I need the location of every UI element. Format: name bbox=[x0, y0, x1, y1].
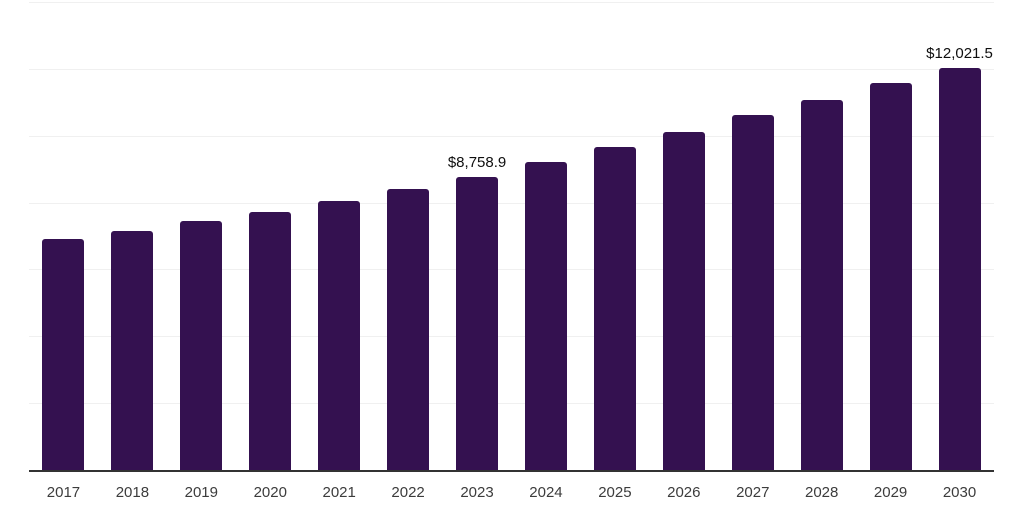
x-tick-label-2019: 2019 bbox=[184, 484, 218, 501]
gridline bbox=[29, 269, 994, 271]
x-tick-label-2022: 2022 bbox=[391, 484, 425, 501]
x-tick-label-2023: 2023 bbox=[460, 484, 494, 501]
x-tick-label-2030: 2030 bbox=[942, 484, 977, 501]
x-tick-label-2026: 2026 bbox=[667, 484, 701, 501]
bar-2025 bbox=[593, 147, 636, 470]
gridline bbox=[29, 68, 994, 70]
x-axis-line bbox=[29, 470, 994, 472]
bar-2023 bbox=[456, 177, 499, 470]
x-tick-label-2018: 2018 bbox=[115, 484, 150, 501]
x-tick-label-2029: 2029 bbox=[873, 484, 908, 501]
gridline bbox=[29, 202, 994, 204]
bar-2027 bbox=[731, 115, 774, 470]
gridline bbox=[29, 403, 994, 405]
gridline bbox=[29, 135, 994, 137]
x-tick-label-2027: 2027 bbox=[736, 484, 770, 501]
bar-2024 bbox=[524, 162, 567, 470]
value-label-2030: $12,021.5 bbox=[926, 45, 993, 63]
value-label-2023: $8,758.9 bbox=[447, 154, 507, 172]
x-tick-label-2020: 2020 bbox=[253, 484, 287, 501]
gridline bbox=[29, 1, 994, 3]
x-tick-label-2017: 2017 bbox=[46, 484, 81, 501]
bar-2019 bbox=[180, 221, 223, 470]
bar-2017 bbox=[42, 239, 85, 470]
bar-2030 bbox=[938, 68, 981, 470]
x-tick-label-2021: 2021 bbox=[322, 484, 356, 501]
bar-2021 bbox=[318, 200, 361, 470]
bar-2028 bbox=[800, 99, 843, 470]
bar-2029 bbox=[869, 82, 912, 470]
bar-2020 bbox=[249, 211, 292, 470]
x-tick-label-2024: 2024 bbox=[529, 484, 563, 501]
gridline bbox=[29, 336, 994, 338]
x-tick-label-2028: 2028 bbox=[804, 484, 839, 501]
bar-2022 bbox=[387, 189, 430, 470]
bar-2026 bbox=[662, 131, 705, 470]
bar-2018 bbox=[111, 230, 154, 470]
x-tick-label-2025: 2025 bbox=[598, 484, 632, 501]
